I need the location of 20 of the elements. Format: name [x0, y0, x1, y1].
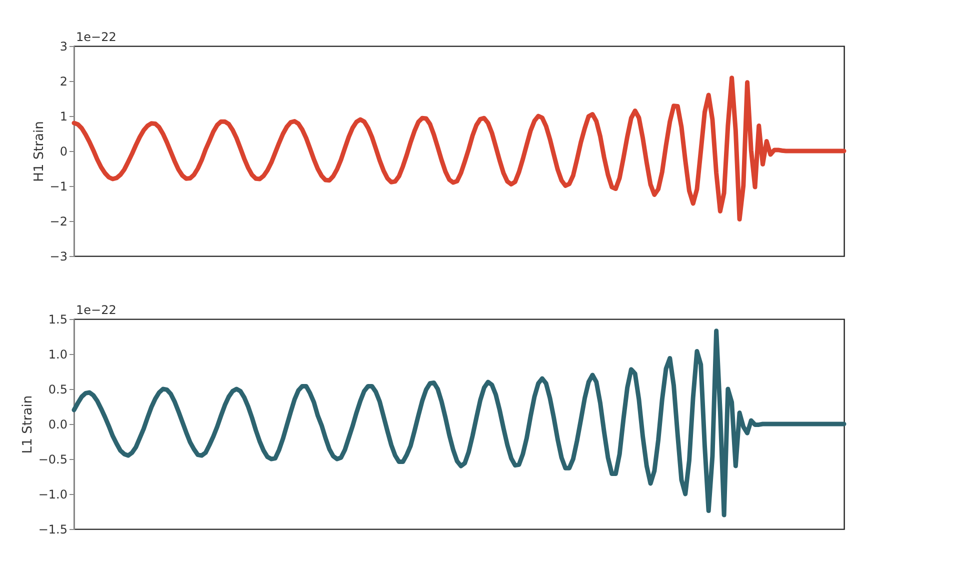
y-tick-label: 3 — [60, 40, 68, 54]
y-tick-label: −2 — [50, 214, 68, 228]
y-tick-label: −1 — [50, 180, 68, 194]
y-tick-label: 1 — [60, 110, 68, 124]
y-tick-label: 1.5 — [48, 312, 68, 326]
y-tick-label: 0.5 — [48, 382, 68, 396]
y-tick-label: −1.0 — [38, 488, 68, 502]
line-series — [72, 328, 846, 518]
y-tick-label: −1.5 — [38, 522, 68, 536]
text: 1e−22 — [76, 30, 116, 44]
y-axis-title: L1 Strain — [20, 395, 36, 454]
y-tick-label: 2 — [60, 74, 68, 88]
y-axis-title: H1 Strain — [32, 121, 47, 182]
line-series — [72, 76, 846, 222]
y-tick-label: 0.0 — [48, 418, 68, 432]
y-tick-label: −3 — [50, 250, 68, 264]
y-tick-label: 1.0 — [48, 348, 68, 362]
y-tick-label: 0 — [60, 144, 68, 158]
text: 1e−22 — [76, 303, 116, 317]
y-tick-label: −0.5 — [38, 452, 68, 466]
